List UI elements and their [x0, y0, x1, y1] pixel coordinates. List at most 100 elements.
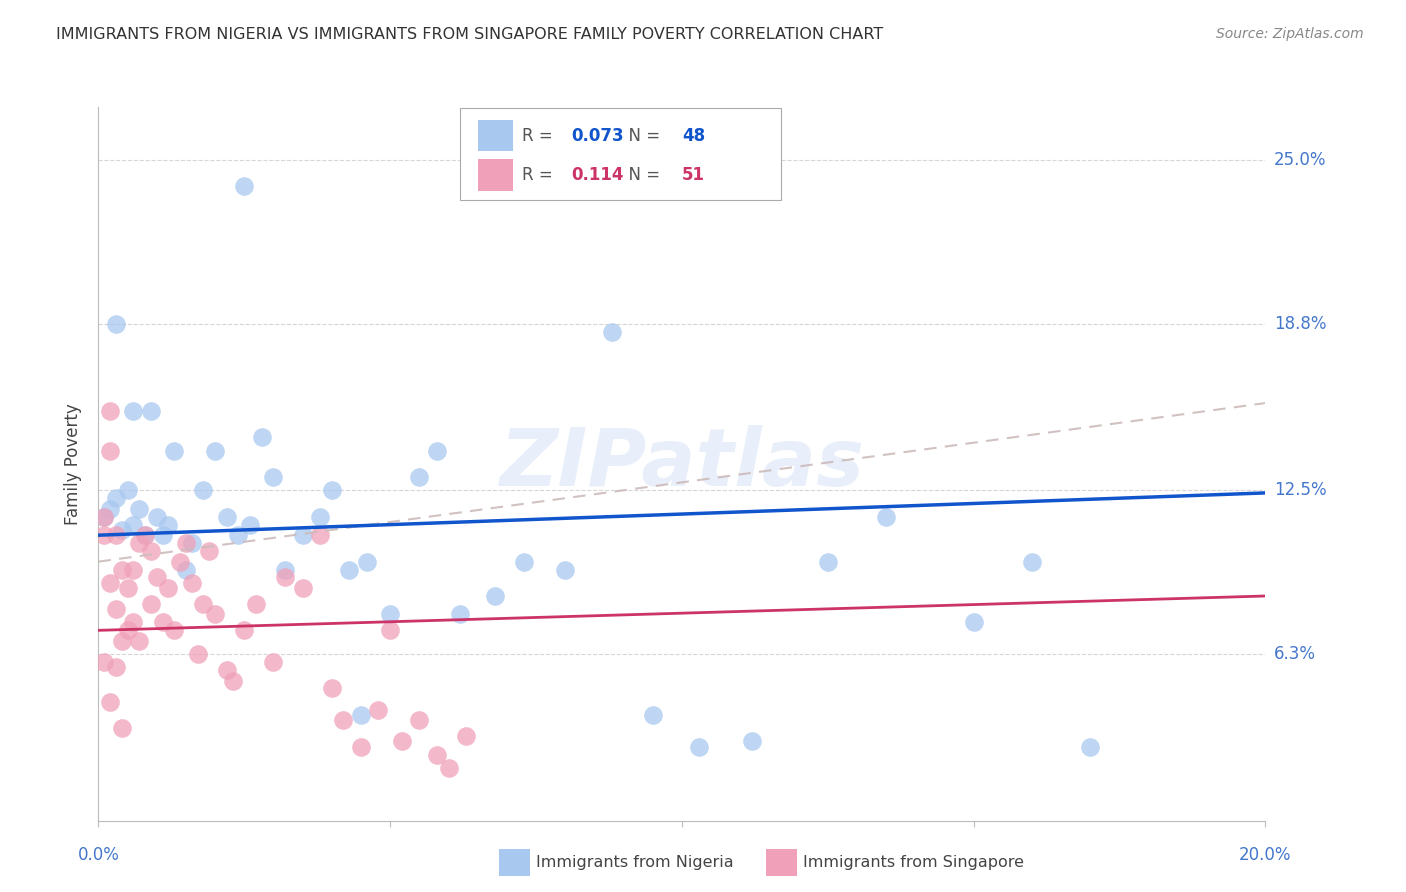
- Point: [274, 570, 297, 584]
- Point: [146, 570, 169, 584]
- Point: [93, 528, 115, 542]
- Point: [163, 624, 186, 638]
- Point: [104, 660, 127, 674]
- Point: [817, 555, 839, 569]
- Point: [1021, 555, 1043, 569]
- Point: [204, 607, 226, 622]
- Point: [193, 483, 215, 498]
- Point: [111, 523, 134, 537]
- Point: [215, 663, 238, 677]
- FancyBboxPatch shape: [478, 160, 513, 191]
- Point: [134, 528, 156, 542]
- Text: 18.8%: 18.8%: [1274, 315, 1326, 333]
- Point: [98, 501, 121, 516]
- Text: 6.3%: 6.3%: [1274, 645, 1316, 663]
- Text: 25.0%: 25.0%: [1274, 151, 1326, 169]
- Point: [332, 713, 354, 727]
- Point: [104, 317, 127, 331]
- Point: [122, 615, 145, 630]
- Point: [180, 536, 202, 550]
- Point: [152, 528, 174, 542]
- Point: [426, 747, 449, 762]
- Point: [187, 647, 209, 661]
- Point: [484, 589, 506, 603]
- Point: [98, 404, 121, 418]
- Point: [93, 655, 115, 669]
- Point: [291, 528, 314, 542]
- Text: R =: R =: [522, 166, 558, 184]
- Y-axis label: Family Poverty: Family Poverty: [65, 403, 83, 524]
- Text: 20.0%: 20.0%: [1239, 846, 1292, 863]
- Point: [111, 721, 134, 735]
- Point: [367, 703, 389, 717]
- Point: [688, 739, 710, 754]
- Point: [554, 563, 576, 577]
- Point: [321, 681, 343, 696]
- Point: [98, 575, 121, 590]
- Point: [128, 536, 150, 550]
- Point: [350, 739, 373, 754]
- Point: [741, 734, 763, 748]
- Point: [262, 655, 284, 669]
- Point: [291, 581, 314, 595]
- Point: [163, 443, 186, 458]
- Point: [309, 528, 332, 542]
- Point: [198, 544, 221, 558]
- Point: [111, 563, 134, 577]
- Point: [180, 575, 202, 590]
- Point: [117, 483, 139, 498]
- Point: [449, 607, 471, 622]
- Point: [454, 729, 477, 743]
- Point: [122, 517, 145, 532]
- Text: ZIPatlas: ZIPatlas: [499, 425, 865, 503]
- FancyBboxPatch shape: [478, 120, 513, 152]
- Point: [437, 761, 460, 775]
- Point: [169, 555, 191, 569]
- Point: [239, 517, 262, 532]
- Text: IMMIGRANTS FROM NIGERIA VS IMMIGRANTS FROM SINGAPORE FAMILY POVERTY CORRELATION : IMMIGRANTS FROM NIGERIA VS IMMIGRANTS FR…: [56, 27, 883, 42]
- Point: [309, 509, 332, 524]
- Point: [513, 555, 536, 569]
- Point: [104, 602, 127, 616]
- Point: [875, 509, 897, 524]
- Point: [174, 536, 197, 550]
- Point: [98, 443, 121, 458]
- Point: [111, 634, 134, 648]
- Point: [104, 491, 127, 506]
- Point: [356, 555, 378, 569]
- Point: [250, 430, 273, 444]
- Point: [408, 713, 430, 727]
- Point: [378, 624, 402, 638]
- Text: N =: N =: [617, 127, 665, 145]
- Point: [146, 509, 169, 524]
- Point: [93, 509, 115, 524]
- Text: Immigrants from Nigeria: Immigrants from Nigeria: [536, 855, 734, 870]
- Text: N =: N =: [617, 166, 665, 184]
- Point: [134, 528, 156, 542]
- Point: [350, 707, 373, 722]
- Point: [215, 509, 238, 524]
- Point: [391, 734, 413, 748]
- Point: [122, 404, 145, 418]
- Point: [274, 563, 297, 577]
- Text: 48: 48: [682, 127, 704, 145]
- Text: 0.073: 0.073: [571, 127, 624, 145]
- Point: [98, 695, 121, 709]
- Point: [337, 563, 360, 577]
- Point: [221, 673, 243, 688]
- Point: [321, 483, 343, 498]
- Point: [193, 597, 215, 611]
- Point: [139, 597, 162, 611]
- Point: [245, 597, 267, 611]
- Point: [1080, 739, 1102, 754]
- FancyBboxPatch shape: [460, 109, 782, 200]
- Text: Immigrants from Singapore: Immigrants from Singapore: [803, 855, 1024, 870]
- Point: [117, 581, 139, 595]
- Point: [426, 443, 449, 458]
- Text: R =: R =: [522, 127, 558, 145]
- Point: [117, 624, 139, 638]
- Point: [152, 615, 174, 630]
- Text: 12.5%: 12.5%: [1274, 482, 1326, 500]
- Text: 0.114: 0.114: [571, 166, 623, 184]
- Text: Source: ZipAtlas.com: Source: ZipAtlas.com: [1216, 27, 1364, 41]
